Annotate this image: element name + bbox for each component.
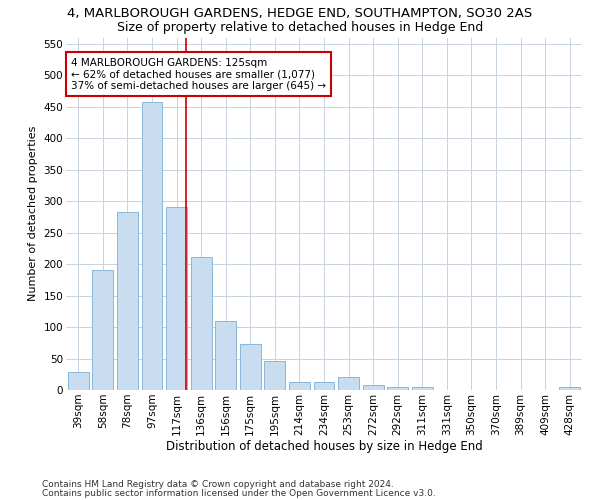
Text: 4, MARLBOROUGH GARDENS, HEDGE END, SOUTHAMPTON, SO30 2AS: 4, MARLBOROUGH GARDENS, HEDGE END, SOUTH… (67, 8, 533, 20)
Bar (117, 212, 138, 390)
Text: 4 MARLBOROUGH GARDENS: 125sqm
← 62% of detached houses are smaller (1,077)
37% o: 4 MARLBOROUGH GARDENS: 125sqm ← 62% of d… (71, 58, 326, 91)
Bar (559, 387, 580, 390)
Y-axis label: Number of detached properties: Number of detached properties (28, 126, 38, 302)
Bar (240, 344, 261, 390)
Bar (68, 372, 89, 390)
Text: Size of property relative to detached houses in Hedge End: Size of property relative to detached ho… (117, 21, 483, 34)
Bar (215, 322, 236, 390)
Bar (166, 208, 187, 390)
Bar (314, 382, 334, 390)
Bar (191, 256, 212, 390)
Bar (412, 387, 433, 390)
X-axis label: Distribution of detached houses by size in Hedge End: Distribution of detached houses by size … (166, 440, 482, 454)
Bar (387, 387, 408, 390)
Bar (338, 378, 359, 390)
Bar (92, 270, 113, 390)
Bar (265, 361, 286, 390)
Text: Contains public sector information licensed under the Open Government Licence v3: Contains public sector information licen… (42, 488, 436, 498)
Bar (362, 385, 383, 390)
Bar (289, 382, 310, 390)
Bar (142, 102, 163, 390)
Text: Contains HM Land Registry data © Crown copyright and database right 2024.: Contains HM Land Registry data © Crown c… (42, 480, 394, 489)
